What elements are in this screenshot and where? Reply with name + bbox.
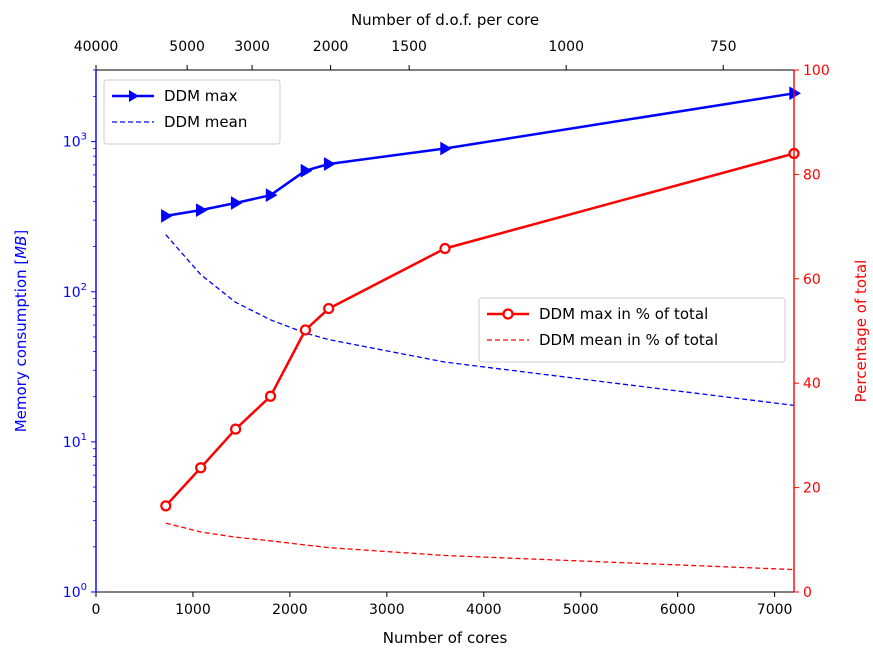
data-point-2-4 (301, 325, 310, 334)
data-point-2-2 (231, 425, 240, 434)
top-tick-label-3: 2000 (313, 39, 349, 55)
top-tick-label-5: 1000 (548, 39, 584, 55)
x-tick-label-7: 7000 (757, 602, 793, 618)
x-tick-label-4: 4000 (466, 602, 502, 618)
y-right-tick-label-3: 60 (803, 272, 821, 288)
y-right-tick-label-1: 20 (803, 481, 821, 497)
y-left-tick-label-1: 101 (63, 432, 87, 451)
series-line-3 (166, 523, 794, 570)
data-point-0-6 (441, 142, 451, 154)
x-tick-label-3: 3000 (369, 602, 405, 618)
data-point-0-4 (301, 165, 311, 177)
legend-left-label-0: DDM max (164, 87, 238, 105)
data-point-2-3 (266, 392, 275, 401)
legend-right-label-0: DDM max in % of total (539, 305, 708, 323)
legend-left: DDM max DDM mean (104, 80, 280, 144)
y-left-tick-label-2: 102 (63, 282, 87, 301)
top-axis-title: Number of d.o.f. per core (351, 11, 539, 29)
data-point-0-7 (790, 87, 800, 99)
y-right-tick-label-5: 100 (803, 63, 830, 79)
x-tick-label-6: 6000 (660, 602, 696, 618)
y-right-tick-label-2: 40 (803, 376, 821, 392)
top-tick-label-1: 5000 (169, 39, 205, 55)
y-right-tick-label-0: 0 (803, 585, 812, 601)
data-point-2-5 (324, 304, 333, 313)
data-point-0-0 (162, 210, 172, 222)
data-point-0-5 (324, 158, 334, 170)
y-left-tick-label-0: 100 (63, 582, 87, 601)
x-tick-label-1: 1000 (175, 602, 211, 618)
data-point-0-1 (197, 204, 207, 216)
data-point-0-2 (231, 197, 241, 209)
data-point-2-0 (161, 501, 170, 510)
y-right-axis-title: Percentage of total (852, 260, 870, 403)
top-tick-label-2: 3000 (234, 39, 270, 55)
top-tick-label-0: 40000 (74, 39, 119, 55)
y-left-axis-title: Memory consumption [MB] (12, 230, 30, 433)
legend-right: DDM max in % of total DDM mean in % of to… (479, 298, 785, 362)
x-tick-label-0: 0 (92, 602, 101, 618)
x-tick-label-5: 5000 (563, 602, 599, 618)
legend-right-label-1: DDM mean in % of total (539, 331, 718, 349)
data-point-2-1 (196, 463, 205, 472)
legend-right-marker-0 (504, 310, 513, 319)
legend-left-label-1: DDM mean (164, 113, 247, 131)
y-left-tick-label-3: 103 (63, 132, 87, 151)
y-right-tick-label-4: 80 (803, 167, 821, 183)
x-tick-label-2: 2000 (272, 602, 308, 618)
data-point-2-6 (441, 244, 450, 253)
x-axis-title: Number of cores (383, 629, 508, 647)
top-tick-label-6: 750 (710, 39, 737, 55)
top-tick-label-4: 1500 (391, 39, 427, 55)
